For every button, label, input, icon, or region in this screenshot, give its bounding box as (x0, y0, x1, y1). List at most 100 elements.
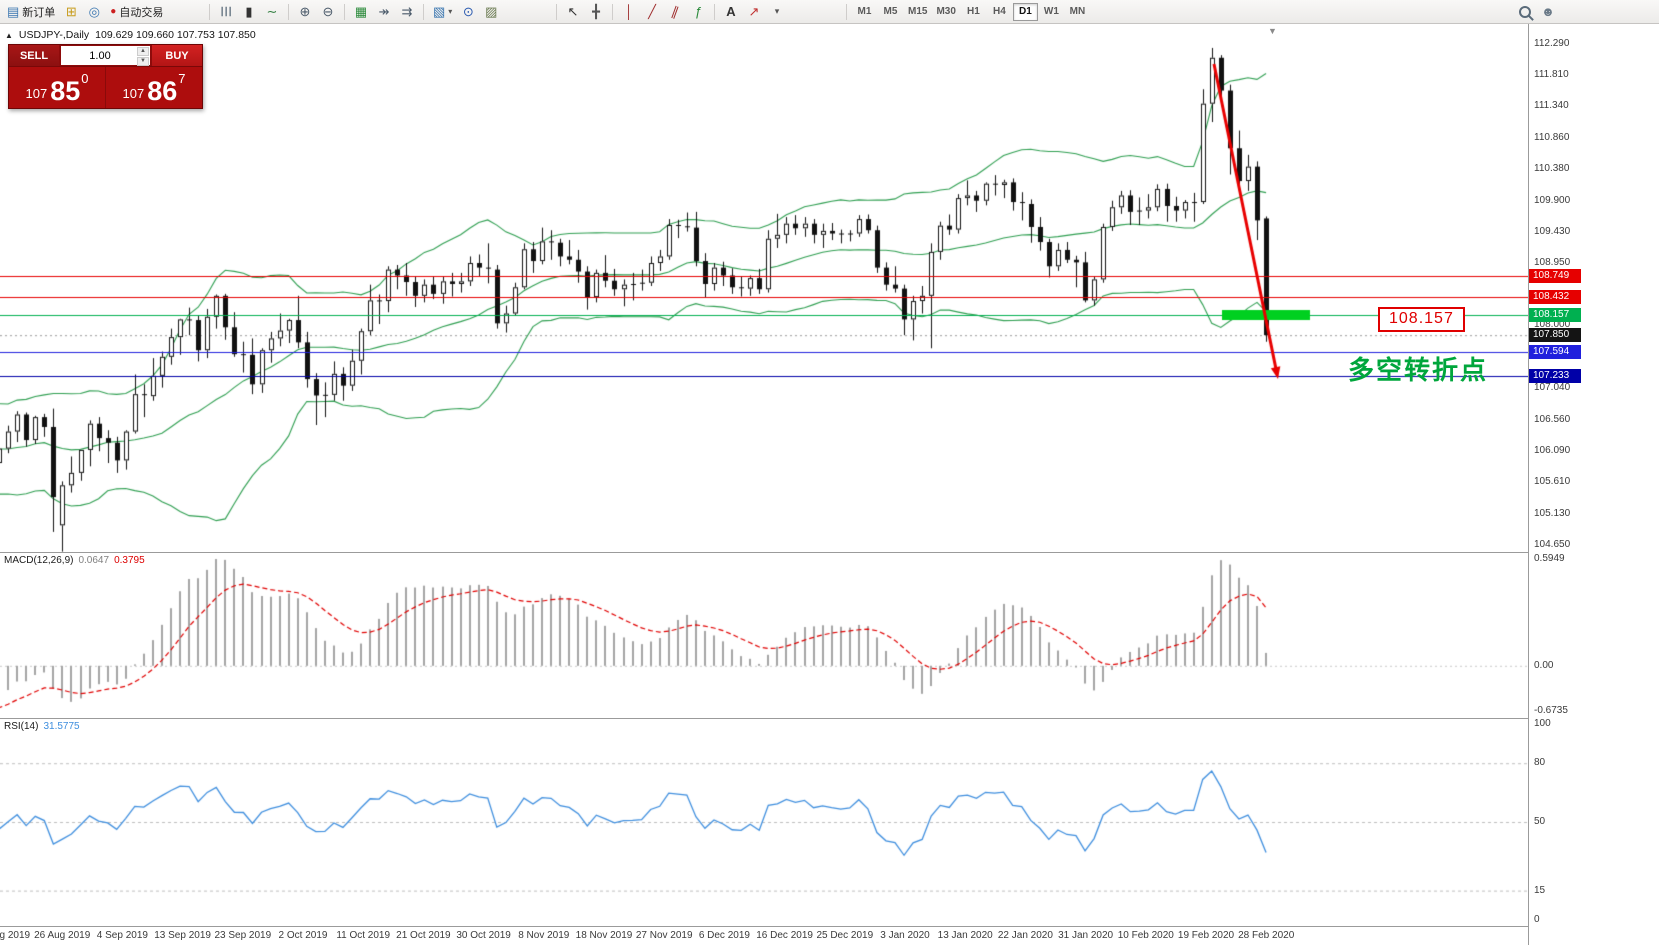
autotrading-button[interactable]: ● 自动交易 (106, 2, 167, 22)
bid-price-tag: 107.850 (1529, 328, 1581, 343)
time-label: 3 Jan 2020 (880, 930, 930, 941)
bar-chart-button[interactable]: ☰ (215, 2, 237, 22)
templates-icon: ▨ (485, 4, 498, 19)
time-label: 16 Dec 2019 (756, 930, 813, 941)
candlestick-button[interactable]: ▮ (238, 2, 260, 22)
volume-input[interactable] (61, 45, 150, 66)
tile-windows-button[interactable]: ▦ (350, 2, 372, 22)
new-chart-icon: ▧ (433, 4, 446, 19)
buy-price-pips: 86 (147, 76, 178, 107)
rsi-scale-tick: 100 (1534, 718, 1551, 729)
toolbar-separator (612, 3, 613, 20)
price-tick: 110.860 (1534, 131, 1570, 143)
price-tick: 112.290 (1534, 38, 1570, 49)
volume-up-button[interactable]: ▲ (137, 47, 149, 56)
timeframe-d1[interactable]: D1 (1012, 2, 1038, 21)
buy-price-button[interactable]: 107 86 7 (106, 67, 202, 108)
toolbar-separator (288, 3, 289, 20)
chart-shift-marker[interactable]: ▼ (1268, 26, 1277, 36)
search-button[interactable] (1514, 2, 1536, 22)
new-order-icon: ▤ (7, 4, 20, 19)
trendline-icon: ╱ (648, 4, 656, 19)
fibonacci-button[interactable]: ƒ (687, 2, 709, 22)
toolbar-separator (344, 3, 345, 20)
rsi-scale-tick: 15 (1534, 884, 1546, 896)
options-button[interactable]: ◎ (83, 2, 105, 22)
time-label: 25 Dec 2019 (816, 930, 874, 941)
hline-price-tag: 108.749 (1529, 269, 1581, 284)
periods-button[interactable]: ⊙ (457, 2, 479, 22)
time-label: 13 Jan 2020 (937, 930, 993, 941)
time-label: 8 Nov 2019 (518, 930, 570, 941)
price-tick: 105.130 (1534, 507, 1571, 519)
toolbar-separator (423, 3, 424, 20)
zoom-out-button[interactable]: ⊖ (317, 2, 339, 22)
timeframe-m15[interactable]: M15 (904, 3, 931, 21)
hline-price-tag: 108.432 (1529, 289, 1581, 304)
price-tick: 105.610 (1534, 476, 1571, 488)
rsi-indicator-canvas[interactable] (0, 718, 1528, 926)
channel-button[interactable]: ∥ (664, 2, 686, 22)
auto-scroll-button[interactable]: ↠ (373, 2, 395, 22)
time-label: 13 Sep 2019 (154, 930, 211, 941)
macd-label: MACD(12,26,9) 0.0647 0.3795 (4, 555, 145, 566)
line-chart-button[interactable]: ∼ (261, 2, 283, 22)
templates-button[interactable]: ▨ (480, 2, 502, 22)
price-tick: 108.000 (1534, 319, 1571, 331)
price-tick: 106.560 (1534, 413, 1571, 425)
turning-point-note[interactable]: 多空转折点 (1348, 355, 1489, 385)
rsi-scale-tick: 0 (1534, 914, 1540, 925)
macd-scale-zero: 0.00 (1534, 659, 1554, 671)
text-label-button[interactable]: A (720, 2, 742, 22)
timeframe-m5[interactable]: M5 (878, 3, 903, 21)
metaeditor-button[interactable]: ⊞ (60, 2, 82, 22)
one-click-toggle[interactable]: ▲ (5, 30, 13, 40)
fibonacci-icon: ƒ (694, 4, 702, 19)
new-order-button[interactable]: ▤ 新订单 (3, 2, 59, 22)
macd-pane-separator[interactable] (0, 552, 1659, 553)
new-chart-button[interactable]: ▧ ▾ (429, 2, 456, 22)
price-tick: 111.340 (1534, 100, 1569, 112)
timeframe-h1[interactable]: H1 (961, 3, 986, 21)
sell-price-pips: 85 (50, 76, 81, 107)
volume-down-button[interactable]: ▼ (137, 57, 149, 66)
macd-indicator-canvas[interactable] (0, 552, 1528, 718)
timeframe-w1[interactable]: W1 (1039, 3, 1064, 21)
timeframe-m1[interactable]: M1 (852, 3, 877, 21)
price-callout-label[interactable]: 108.157 (1378, 307, 1465, 332)
shapes-dropdown-button[interactable]: ▾ (766, 2, 788, 22)
chart-ohlc-values: 109.629 109.660 107.753 107.850 (95, 29, 256, 41)
toolbar-separator (209, 3, 210, 20)
chart-shift-button[interactable]: ⇉ (396, 2, 418, 22)
arrows-button[interactable]: ↗ (743, 2, 765, 22)
rsi-label: RSI(14) 31.5775 (4, 721, 80, 732)
timeframe-h4[interactable]: H4 (987, 3, 1012, 21)
vertical-line-button[interactable]: │ (618, 2, 640, 22)
toolbar: ▤ 新订单 ⊞ ◎ ● 自动交易 ☰ ▮ ∼ ⊕ ⊖ (0, 0, 1659, 24)
cursor-button[interactable]: ↖ (562, 2, 584, 22)
rsi-pane-separator[interactable] (0, 718, 1659, 719)
sell-price-button[interactable]: 107 85 0 (9, 67, 106, 108)
hline-price-tag: 107.233 (1529, 368, 1581, 383)
community-button[interactable]: ☻ (1537, 2, 1559, 22)
toolbar-standard-group: ▤ 新订单 ⊞ ◎ ● 自动交易 (3, 0, 167, 23)
main-chart-canvas[interactable] (0, 23, 1528, 552)
time-label: 23 Sep 2019 (214, 930, 272, 941)
toolbar-objects-group: ↖ ╋ │ ╱ ∥ ƒ A ↗ ▾ (552, 0, 788, 23)
search-icon (1519, 5, 1531, 18)
price-scale-border (1528, 23, 1529, 945)
crosshair-button[interactable]: ╋ (585, 2, 607, 22)
timeframe-mn[interactable]: MN (1065, 3, 1090, 21)
price-scale[interactable]: 112.290 111.810 111.340 110.860 110.380 109.9… (1529, 23, 1659, 945)
text-label-icon: A (726, 4, 736, 19)
sell-button[interactable]: SELL (9, 45, 59, 66)
timeframe-m30[interactable]: M30 (932, 3, 959, 21)
sell-price-figure: 107 (25, 86, 48, 101)
time-label: 22 Jan 2020 (997, 930, 1053, 941)
time-label: 6 Dec 2019 (698, 930, 750, 941)
zoom-in-button[interactable]: ⊕ (294, 2, 316, 22)
trendline-button[interactable]: ╱ (641, 2, 663, 22)
toolbar-separator (846, 3, 847, 20)
buy-button[interactable]: BUY (152, 45, 202, 66)
